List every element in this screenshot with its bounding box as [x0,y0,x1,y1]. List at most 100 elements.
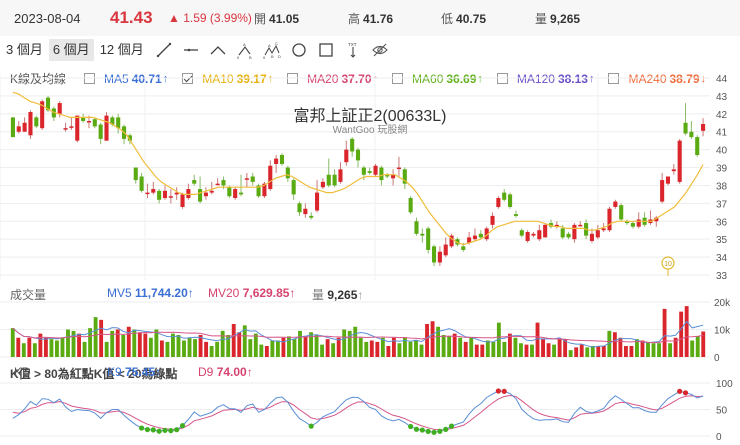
volume-bar [209,346,214,357]
candle [198,176,203,204]
horizontal-line-tool-icon[interactable] [178,39,204,61]
volume-bar [474,344,479,357]
volume-bar [364,341,369,357]
hide-drawings-icon[interactable] [367,39,393,61]
candle [186,183,191,200]
kd-overbought-dot [682,390,689,396]
volume-bar [309,332,313,357]
candle [192,174,197,186]
candle [274,155,279,173]
line-tool-icon[interactable] [151,39,177,61]
volume-bar [358,337,363,357]
volume-bar [182,340,186,357]
candle [660,172,665,204]
volume-bar [314,335,319,357]
candle [180,192,185,209]
volume-bar [480,344,485,357]
volume-bar [612,332,617,357]
volume-bar [10,328,15,357]
candle [215,178,220,186]
volume-bar [347,330,352,357]
volume-bar [121,335,126,357]
candle [326,158,331,188]
volume-bar [270,340,275,357]
rectangle-tool-icon[interactable] [313,39,339,61]
candle [613,199,618,209]
price-axis-label: 35 [716,235,728,246]
candle [116,113,121,134]
volume-bar [463,341,468,357]
kd-oversold-dot [150,427,156,433]
volume-bar [21,343,26,357]
candle [525,230,530,243]
event-marker[interactable]: 10 [661,256,675,276]
range-6m-button[interactable]: 6 個月 [48,39,94,61]
open-price: 開 41.05 [254,10,299,27]
candle [291,178,296,200]
volume-bar [535,322,540,357]
volume-bar [563,339,568,357]
svg-text:D: D [278,54,281,59]
volume-bar [579,344,584,357]
candle [385,172,390,179]
candle [490,212,495,229]
candle [139,172,144,193]
price-axis-label: 33 [716,271,728,282]
range-3m-button[interactable]: 3 個月 [6,42,43,57]
open-label: 開 [254,11,267,26]
circle-tool-icon[interactable] [286,39,312,61]
price-axis-label: 34 [716,253,728,264]
d9-line [12,394,704,431]
volume-bar [496,322,501,357]
k9-value: 75.45 [125,365,156,379]
abc-pattern-tool-icon[interactable]: A 0 B [232,39,258,61]
candle [578,221,583,227]
volume-bar [690,340,695,357]
candle [320,178,325,190]
d9-name: D9 [198,365,214,379]
quote-date: 2023-08-04 [14,10,81,26]
text-tool-icon[interactable]: TXT [340,39,366,61]
candle [268,160,273,191]
candle [683,103,688,136]
kd-oversold-dot [138,425,145,431]
mv5-legend: MV5 11,744.20↑ [107,286,194,300]
volume-bar [55,340,59,357]
kd-note-red: K值 > 80為紅點 [10,367,94,381]
kd-oversold-dot [443,426,449,432]
volume-bar [38,333,43,357]
low-price: 低 40.75 [441,10,486,27]
kd-oversold-dot [162,427,168,433]
range-12m-button[interactable]: 12 個月 [99,42,144,57]
volume-bar [546,343,551,357]
volume-bar [441,335,446,357]
volume-bar [215,341,220,357]
volume-bar [590,346,595,357]
volume-bar [99,319,104,357]
candle [543,223,548,238]
candle [10,117,15,138]
d9-arrow-icon: ↑ [246,365,253,379]
mv5-line [12,320,704,348]
candle [472,228,478,241]
candle [373,163,378,177]
candle [624,219,630,225]
angle-tool-icon[interactable] [205,39,231,61]
last-price: 41.43 [110,8,153,27]
candle [589,228,594,243]
svg-text:B: B [249,55,252,59]
volume-axis-label: 0 [714,353,720,364]
candle [665,176,671,186]
candle [642,212,647,227]
candle [396,156,401,177]
ma10-line [12,91,704,246]
high-price: 高 41.76 [348,10,393,27]
candle [22,117,27,132]
volume-bar [640,340,645,357]
volume-bar [137,332,142,357]
candle [81,113,86,123]
watermark: WantGoo 玩股網 [332,125,408,136]
volume-bar [657,343,661,357]
